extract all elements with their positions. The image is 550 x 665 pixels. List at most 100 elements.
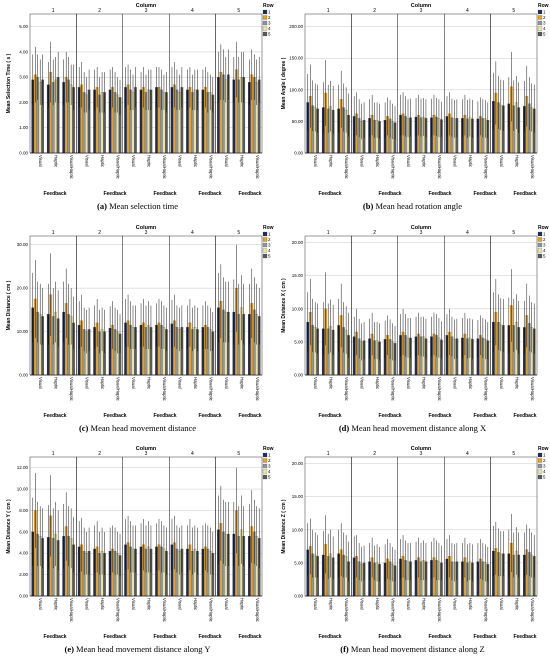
x-axis-label: Feedback [43,413,66,419]
facet-label: 2 [98,230,101,236]
x-tick-label: Visual [406,598,411,610]
facet-label: 5 [237,451,240,457]
x-axis-label: Feedback [198,191,221,197]
x-tick-label: Haptic [468,377,473,390]
legend-swatch [537,463,543,469]
y-tick-label: 0.00 [294,151,303,156]
x-tick-label: Haptic [147,155,152,168]
chart-panel-c: Column 0.00 10.00 20.00 30.00 Mean Distance (… [0,222,275,444]
y-tick-label: 3.00 [19,75,28,80]
chart-d-caption-text: Mean head movement distance along X [351,423,487,433]
legend-label: 2 [268,458,271,463]
x-axis-label: Feedback [513,634,536,640]
x-axis-label: Feedback [318,191,341,197]
legend-label: 1 [543,10,546,15]
legend-swatch [537,474,543,480]
legend-swatch [262,231,268,237]
y-tick-label: 4.00 [19,551,28,556]
x-tick-label: VisualHaptic [162,598,167,623]
y-tick-label: 15.00 [292,494,304,499]
x-tick-label: Visual [499,598,504,610]
legend-label: 3 [543,464,546,469]
legend-label: 4 [268,469,271,474]
facet-label: 1 [327,230,330,236]
x-axis-label: Feedback [103,413,126,419]
chart-b-caption-letter: (b) [362,201,374,211]
x-tick-label: VisualHaptic [483,377,488,402]
legend-label: 3 [268,243,271,248]
y-tick-label: 5.00 [19,24,28,29]
x-tick-label: VisualHaptic [208,377,213,402]
x-axis-label: Feedback [103,191,126,197]
legend-swatch [262,458,268,463]
x-axis-label: Feedback [318,634,341,640]
chart-b-caption: (b) Mean head rotation angle [275,201,550,211]
legend-swatch [537,452,543,458]
legend-swatch [537,31,543,37]
x-tick-label: Haptic [193,155,198,168]
x-tick-label: VisualHaptic [69,598,74,623]
y-tick-label: 20.00 [17,286,29,291]
legend-label: 5 [268,32,271,37]
x-tick-label: Haptic [100,155,105,168]
x-tick-label: Visual [452,598,457,610]
facet-label: 1 [52,230,55,236]
y-axis-label: Mean Distance ( cm ) [6,280,12,330]
chart-c-caption: (c) Mean head movement distance [0,423,275,433]
x-tick-label: VisualHaptic [437,598,442,623]
y-tick-label: 5.00 [294,560,303,565]
legend-label: 4 [268,248,271,253]
chart-a: Column 0.00 1.00 2.00 3.00 4.00 5.00 Mean Selec… [6,3,274,197]
legend-swatch [537,237,543,242]
y-tick-label: 15.00 [292,273,304,278]
y-tick-label: 1.00 [19,125,28,130]
y-tick-label: 8.00 [19,508,28,513]
x-tick-label: VisualHaptic [116,155,121,180]
chart-title: Column [136,225,157,231]
x-tick-label: Haptic [54,377,59,390]
x-axis-label: Feedback [153,191,176,197]
chart-c-caption-letter: (c) [78,423,89,433]
x-tick-label: Visual [499,155,504,167]
x-tick-label: VisualHaptic [255,598,260,623]
legend-swatch [537,20,543,26]
legend-label: 4 [268,26,271,31]
x-axis-label: Feedback [153,634,176,640]
x-tick-label: VisualHaptic [437,377,442,402]
facet-label: 3 [145,8,148,14]
chart-f: Column 0.00 5.00 10.00 15.00 20.00 Mean Distan… [281,446,549,640]
chart-panel-b: Column 0.00 50.00 100.00 150.00 200.00 Mean An… [275,0,550,222]
legend-label: 5 [268,475,271,480]
legend-title: Row [538,446,549,452]
chart-a-caption-text: Mean selection time [109,201,178,211]
x-tick-label: VisualHaptic [255,155,260,180]
legend-swatch [262,9,268,15]
legend-swatch [537,9,543,15]
chart-d: Column 0.00 5.00 10.00 15.00 20.00 Mean Distan… [281,225,549,419]
legend-swatch [262,253,268,259]
facet-label: 2 [98,451,101,457]
legend-label: 2 [268,237,271,242]
y-tick-label: 0.00 [19,594,28,599]
chart-panel-a: Column 0.00 1.00 2.00 3.00 4.00 5.00 Mean Selec… [0,0,275,222]
x-tick-label: Haptic [375,598,380,611]
chart-title: Column [136,446,157,452]
x-tick-label: VisualHaptic [162,155,167,180]
legend-swatch [262,31,268,37]
x-axis-label: Feedback [43,634,66,640]
x-axis-label: Feedback [238,191,261,197]
y-tick-label: 10.00 [292,527,304,532]
facet-label: 5 [237,8,240,14]
legend-swatch [262,20,268,26]
facet-label: 3 [420,8,423,14]
legend-swatch [537,253,543,259]
legend-title: Row [538,225,549,231]
x-tick-label: VisualHaptic [116,377,121,402]
y-tick-label: 0.00 [294,373,303,378]
x-tick-label: Haptic [329,155,334,168]
chart-title: Column [136,3,157,9]
legend-label: 3 [268,21,271,26]
x-tick-label: VisualHaptic [530,377,535,402]
facet-label: 4 [191,8,194,14]
x-tick-label: Visual [177,155,182,167]
